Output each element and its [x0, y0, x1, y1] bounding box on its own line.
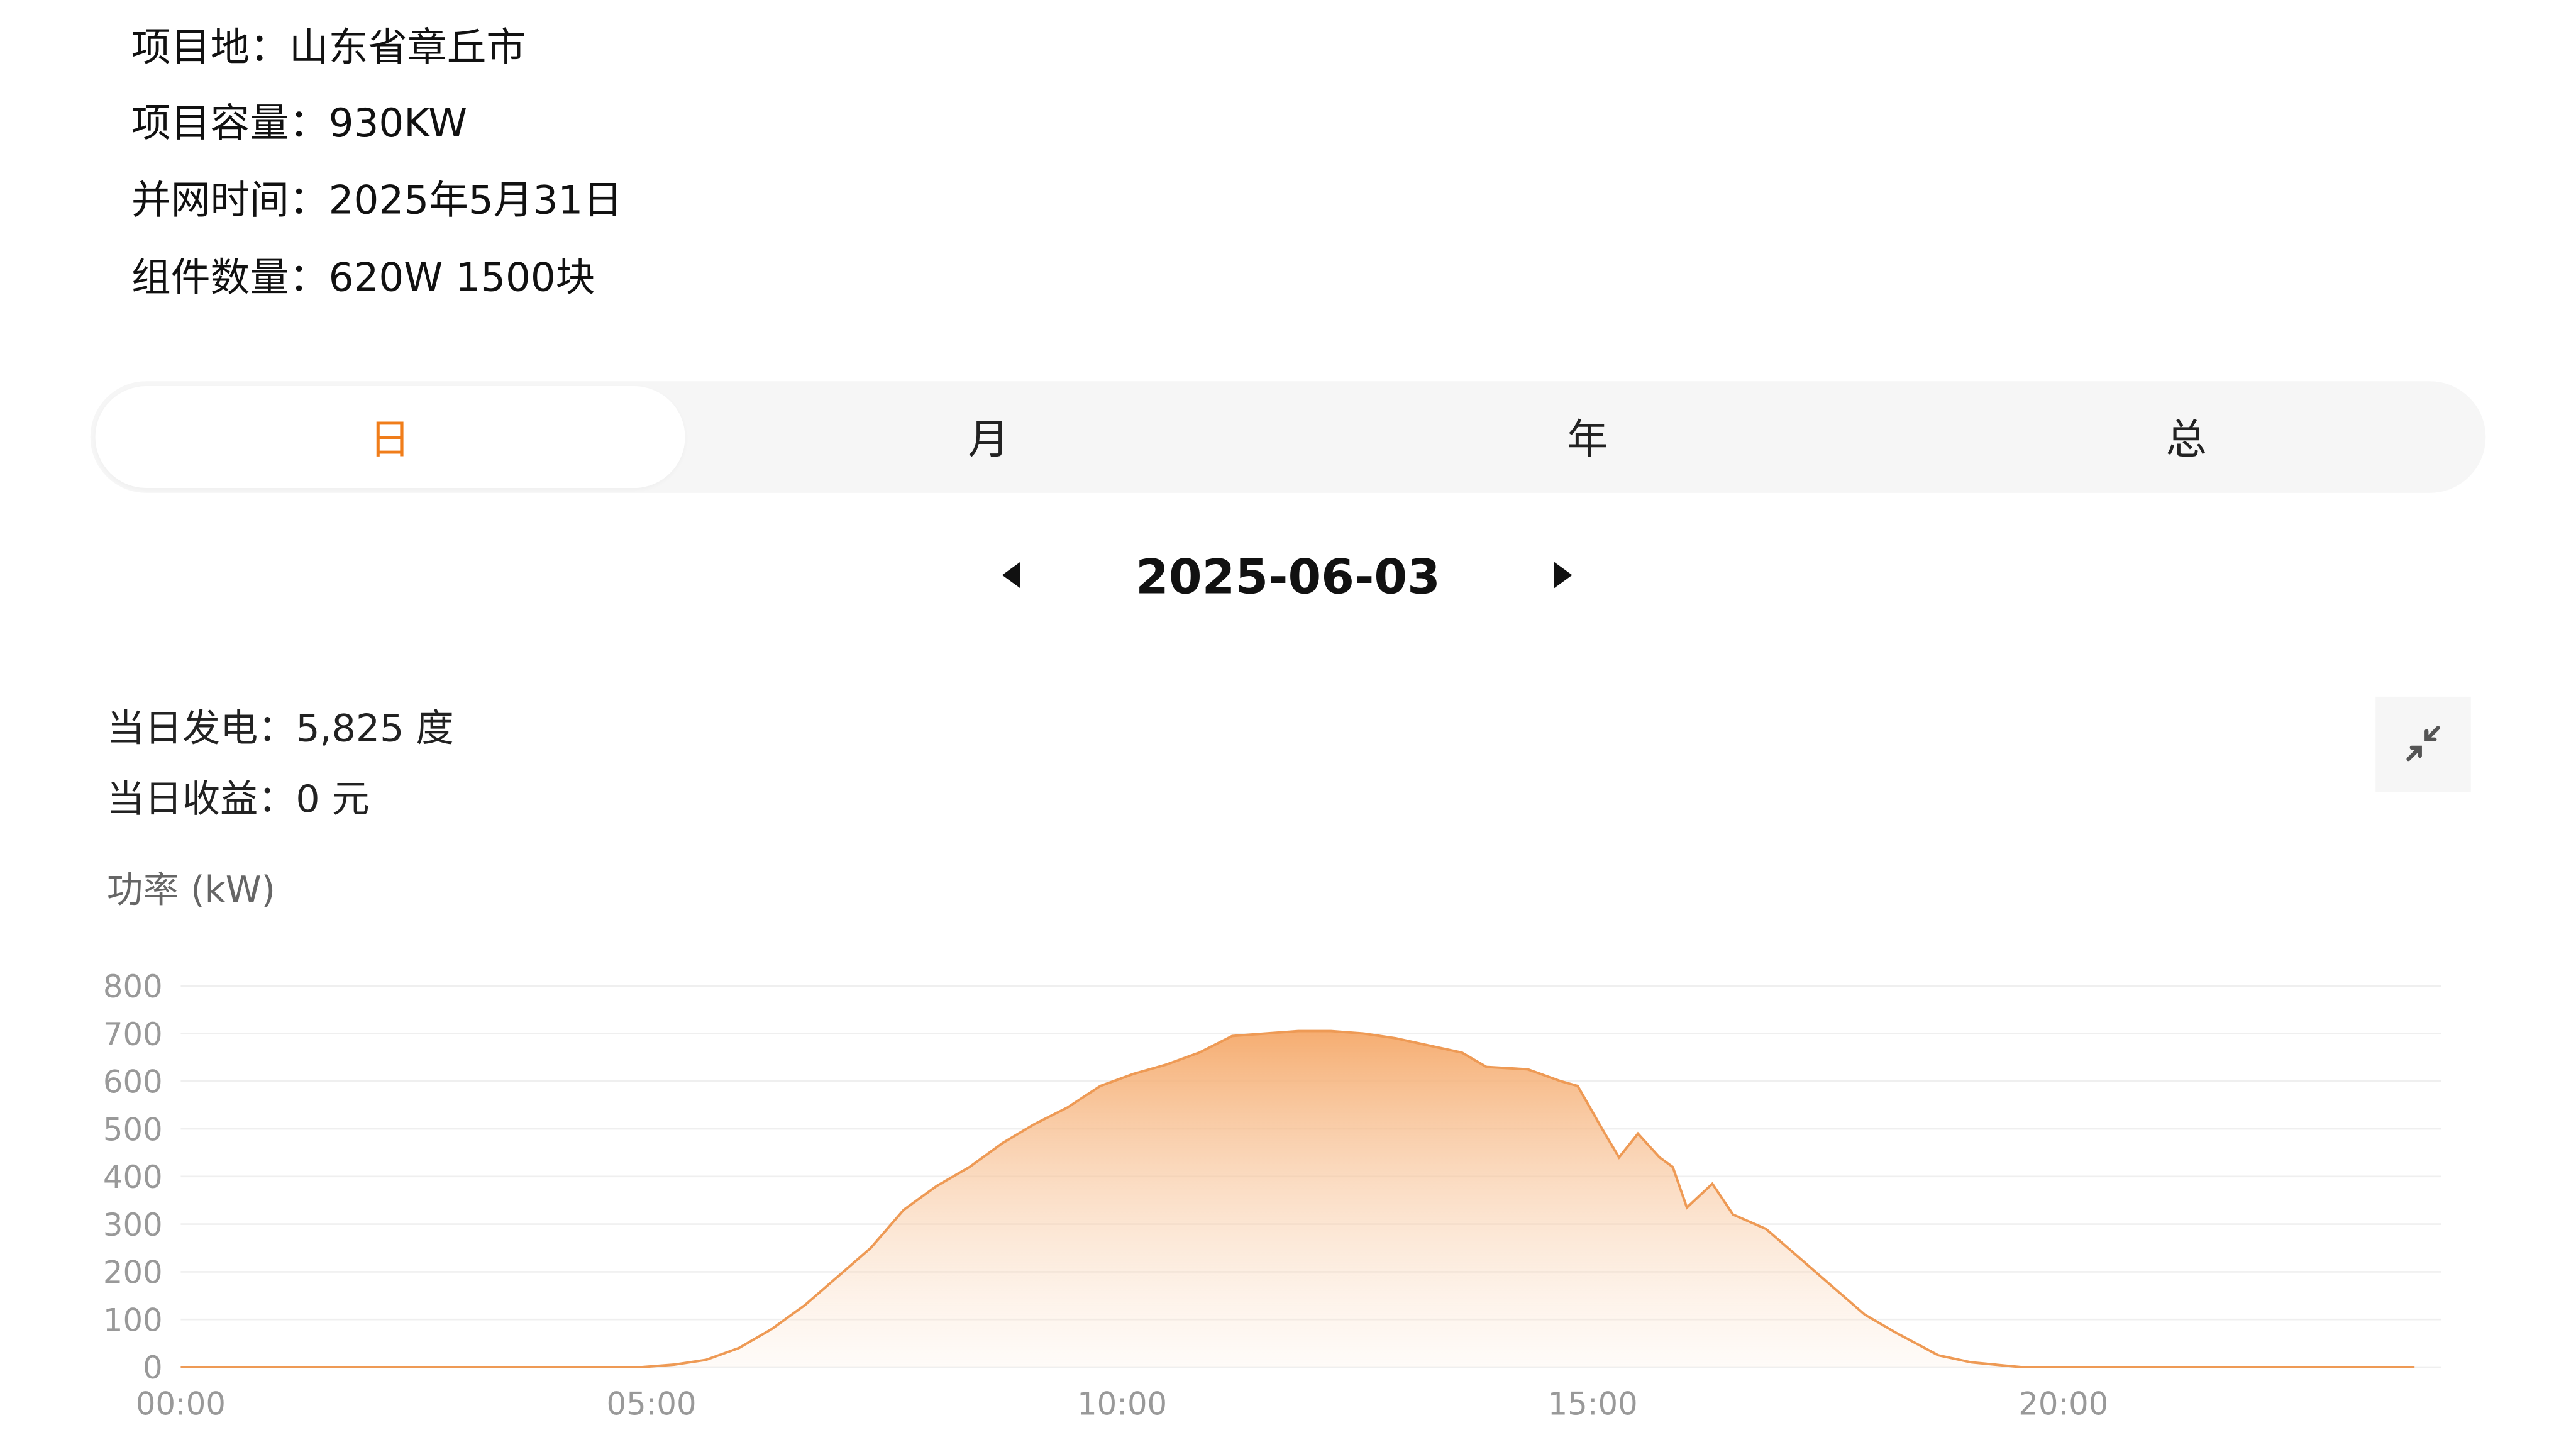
y-tick-label: 300	[103, 1207, 163, 1243]
module-count: 组件数量：620W 1500块	[131, 254, 595, 301]
y-tick-label: 700	[103, 1016, 163, 1053]
x-tick-label: 20:00	[2018, 1386, 2108, 1422]
y-tick-label: 200	[103, 1255, 163, 1291]
y-tick-label: 0	[143, 1350, 163, 1386]
grid-connection-date: 并网时间：2025年5月31日	[131, 177, 623, 224]
y-tick-label: 400	[103, 1159, 163, 1195]
y-axis-label: 功率 (kW)	[106, 870, 276, 912]
daily-revenue: 当日收益：0 元	[106, 779, 370, 822]
x-tick-label: 00:00	[136, 1386, 226, 1422]
collapse-arrows-icon	[2406, 726, 2440, 762]
y-tick-label: 600	[103, 1064, 163, 1100]
x-tick-label: 10:00	[1077, 1386, 1167, 1422]
caret-right-icon[interactable]	[1554, 562, 1573, 589]
period-tabs: 日 月 年 总	[90, 381, 2486, 493]
tab-total[interactable]: 总	[2165, 416, 2207, 463]
y-tick-label: 800	[103, 968, 163, 1005]
date-navigator: 2025-06-03	[0, 542, 2576, 614]
power-area	[180, 1031, 2415, 1367]
daily-generation: 当日发电：5,825 度	[106, 708, 454, 751]
y-tick-label: 100	[103, 1302, 163, 1338]
tab-month[interactable]: 月	[968, 416, 1009, 463]
x-tick-label: 15:00	[1548, 1386, 1638, 1422]
collapse-button[interactable]	[2375, 696, 2471, 792]
current-date: 2025-06-03	[1136, 548, 1440, 605]
y-tick-label: 500	[103, 1111, 163, 1148]
project-capacity: 项目容量：930KW	[131, 100, 468, 147]
tab-day[interactable]: 日	[95, 386, 685, 489]
caret-left-icon[interactable]	[1002, 562, 1020, 589]
power-line	[180, 1029, 2415, 1368]
project-location: 项目地：山东省章丘市	[131, 25, 526, 71]
x-tick-label: 05:00	[607, 1386, 697, 1422]
tab-year[interactable]: 年	[1567, 416, 1608, 463]
